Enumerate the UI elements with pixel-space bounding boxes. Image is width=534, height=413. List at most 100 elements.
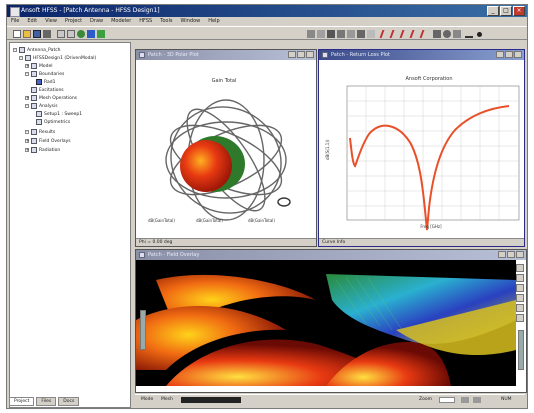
expand-toggle[interactable]: - <box>25 103 29 108</box>
rect-plot-window[interactable]: Patch - Return Loss Plot Ansoft Corporat… <box>318 49 525 247</box>
zoom-icon[interactable] <box>337 30 345 38</box>
menu-modeler[interactable]: Modeler <box>111 18 132 24</box>
rotate-icon[interactable] <box>327 30 335 38</box>
render-icon[interactable] <box>473 397 481 403</box>
maximize-button[interactable] <box>297 51 305 58</box>
point-icon[interactable] <box>477 32 482 37</box>
tree-item[interactable]: - Analysis <box>25 103 58 109</box>
tree-item[interactable]: Optimetrics <box>36 119 70 125</box>
expand-toggle[interactable]: + <box>25 63 30 68</box>
fit-all-icon[interactable] <box>347 30 355 38</box>
copy-icon[interactable] <box>67 30 75 38</box>
rect-plot-titlebar[interactable]: Patch - Return Loss Plot <box>319 50 524 60</box>
circle-icon[interactable] <box>443 30 451 38</box>
slider-left[interactable] <box>140 310 146 350</box>
rect-plot[interactable]: Ansoft Corporation dB(S(1,1)) Freq [GHz] <box>319 60 524 238</box>
zoom-icon[interactable] <box>516 294 524 302</box>
tab-docs[interactable]: Docs <box>58 397 80 406</box>
validate-icon[interactable] <box>77 30 85 38</box>
box-icon[interactable] <box>357 30 365 38</box>
results-icon[interactable] <box>97 30 105 38</box>
tab-files[interactable]: Files <box>36 397 57 406</box>
minimize-button[interactable] <box>288 51 296 58</box>
tree-item-label: Model <box>39 63 53 69</box>
maximize-button[interactable]: □ <box>500 6 512 16</box>
pattern-window[interactable]: Patch - 3D Polar Plot Gain Total <box>135 49 317 247</box>
slider-right[interactable] <box>518 330 524 370</box>
tree-item[interactable]: + Model <box>25 63 53 69</box>
progress-bar <box>181 397 241 403</box>
menu-file[interactable]: File <box>11 18 20 24</box>
save-icon[interactable] <box>33 30 41 38</box>
cylinder-icon[interactable] <box>367 30 375 38</box>
title-bar[interactable]: Ansoft HFSS - [Patch Antenna - HFSS Desi… <box>7 5 527 17</box>
axis-icon[interactable] <box>465 30 473 38</box>
new-icon[interactable] <box>13 30 21 38</box>
close-button[interactable] <box>306 51 314 58</box>
menu-help[interactable]: Help <box>208 18 220 24</box>
maximize-button[interactable] <box>505 51 513 58</box>
expand-toggle[interactable]: + <box>25 95 30 100</box>
tree-item[interactable]: - HFSSDesign1 (DrivenModal) <box>19 55 96 61</box>
close-button[interactable] <box>514 51 522 58</box>
menu-hfss[interactable]: HFSS <box>139 18 153 24</box>
tab-project[interactable]: Project <box>9 397 35 406</box>
boundaries-icon <box>31 71 37 77</box>
tree-item[interactable]: + Radiation <box>25 147 60 153</box>
tree-item[interactable]: Excitations <box>31 87 64 93</box>
menu-view[interactable]: View <box>45 18 57 24</box>
expand-toggle[interactable]: - <box>25 71 29 76</box>
expand-toggle[interactable]: + <box>25 138 30 143</box>
fit-icon[interactable] <box>516 304 524 312</box>
print-icon[interactable] <box>43 30 51 38</box>
pattern-plot[interactable]: Gain Total dB(GainTotal) dB(GainTotal) d… <box>136 60 316 238</box>
field-window[interactable]: Patch - Field Overlay <box>135 249 527 393</box>
tree-item[interactable]: Rad1 <box>36 79 56 85</box>
tree-item[interactable]: - Antenna_Patch <box>13 47 61 53</box>
tree-item[interactable]: + Mesh Operations <box>25 95 77 101</box>
pan-icon[interactable] <box>516 284 524 292</box>
minimize-button[interactable]: _ <box>487 6 499 16</box>
pan-icon[interactable] <box>317 30 325 38</box>
tree-item[interactable]: - Results <box>25 129 55 135</box>
expand-toggle[interactable]: - <box>19 55 23 60</box>
minimize-button[interactable] <box>498 251 506 258</box>
close-button[interactable] <box>516 251 524 258</box>
zoom-input[interactable] <box>439 397 455 403</box>
menu-project[interactable]: Project <box>64 18 83 24</box>
tree-item[interactable]: + Field Overlays <box>25 138 71 144</box>
field-plot[interactable] <box>136 260 516 386</box>
menu-window[interactable]: Window <box>180 18 201 24</box>
tree-item-label: Analysis <box>39 103 58 109</box>
select-icon[interactable] <box>516 264 524 272</box>
select-icon[interactable] <box>307 30 315 38</box>
maximize-button[interactable] <box>507 251 515 258</box>
pattern-window-titlebar[interactable]: Patch - 3D Polar Plot <box>136 50 316 60</box>
field-window-titlebar[interactable]: Patch - Field Overlay <box>136 250 526 260</box>
tree-item[interactable]: - Boundaries <box>25 71 64 77</box>
view-icon[interactable] <box>516 314 524 322</box>
rectangle-icon[interactable] <box>433 30 441 38</box>
pattern-window-status: Phi = 0.00 deg <box>136 238 316 246</box>
minimize-button[interactable] <box>496 51 504 58</box>
expand-toggle[interactable]: + <box>25 147 30 152</box>
menu-tools[interactable]: Tools <box>160 18 173 24</box>
rotate-icon[interactable] <box>516 274 524 282</box>
close-button[interactable]: × <box>513 6 525 16</box>
window-icon <box>139 252 145 258</box>
expand-toggle[interactable]: - <box>25 129 29 134</box>
menu-draw[interactable]: Draw <box>90 18 104 24</box>
open-icon[interactable] <box>23 30 31 38</box>
radiation-boundary-icon <box>36 79 42 85</box>
sphere-icon[interactable] <box>453 30 461 38</box>
pattern-window-title: Patch - 3D Polar Plot <box>148 52 199 58</box>
expand-toggle[interactable]: - <box>13 47 17 52</box>
tree-item[interactable]: Setup1 : Sweep1 <box>36 111 82 117</box>
analyze-icon[interactable] <box>87 30 95 38</box>
window-title: Ansoft HFSS - [Patch Antenna - HFSS Desi… <box>21 7 160 14</box>
cut-icon[interactable] <box>57 30 65 38</box>
menu-edit[interactable]: Edit <box>27 18 38 24</box>
window-icon <box>322 52 328 58</box>
equation-curve-icon[interactable] <box>419 30 431 38</box>
view-mode-icon[interactable] <box>461 397 469 403</box>
